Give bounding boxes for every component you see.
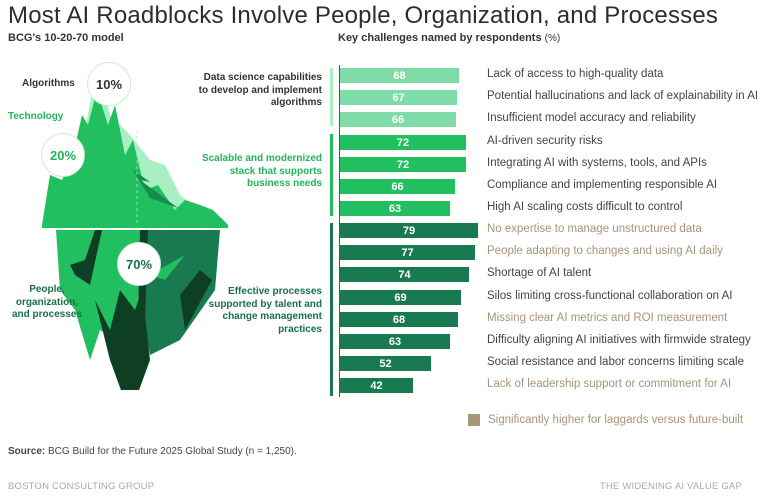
bar-3: 66 bbox=[340, 112, 456, 127]
source-text: BCG Build for the Future 2025 Global Stu… bbox=[48, 446, 297, 457]
algorithms-label: Algorithms bbox=[22, 78, 75, 89]
source-label: Source: bbox=[8, 446, 46, 457]
iceberg-illustration bbox=[42, 65, 228, 390]
group-label-processes: Effective processes supported by talent … bbox=[208, 286, 322, 335]
bar-label-8: No expertise to manage unstructured data bbox=[487, 223, 702, 235]
bar-13: 63 bbox=[340, 334, 450, 349]
people-label: People, organization, and processes bbox=[11, 284, 83, 320]
group-bar-processes bbox=[330, 223, 333, 396]
model-subtitle: BCG's 10-20-70 model bbox=[8, 32, 124, 44]
bar-label-12: Missing clear AI metrics and ROI measure… bbox=[487, 312, 728, 324]
bar-label-4: AI-driven security risks bbox=[487, 135, 603, 147]
bar-label-15: Lack of leadership support or commitment… bbox=[487, 378, 732, 390]
bar-7: 63 bbox=[340, 201, 450, 216]
bar-label-5: Integrating AI with systems, tools, and … bbox=[487, 157, 707, 169]
legend: Significantly higher for laggards versus… bbox=[468, 414, 743, 426]
bar-label-13: Difficulty aligning AI initiatives with … bbox=[487, 334, 751, 346]
people-percent: 70% bbox=[117, 242, 161, 286]
bar-label-11: Silos limiting cross-functional collabor… bbox=[487, 290, 733, 302]
chart-subtitle-unit: (%) bbox=[544, 33, 561, 44]
group-bar-algorithms bbox=[330, 68, 333, 126]
bar-1: 68 bbox=[340, 68, 459, 83]
bar-label-2: Potential hallucinations and lack of exp… bbox=[487, 90, 759, 102]
chart-axis bbox=[339, 65, 340, 397]
technology-label: Technology bbox=[8, 111, 64, 122]
chart-subtitle-text: Key challenges named by respondents bbox=[338, 32, 542, 44]
bar-5: 72 bbox=[340, 157, 466, 172]
bar-label-3: Insufficient model accuracy and reliabil… bbox=[487, 112, 696, 124]
bar-8: 79 bbox=[340, 223, 478, 238]
legend-swatch bbox=[468, 414, 480, 426]
legend-label: Significantly higher for laggards versus… bbox=[488, 414, 744, 426]
bar-label-14: Social resistance and labor concerns lim… bbox=[487, 356, 744, 368]
bar-11: 69 bbox=[340, 290, 461, 305]
group-label-technology: Scalable and modernized stack that suppo… bbox=[201, 153, 322, 189]
group-label-algorithms: Data science capabilities to develop and… bbox=[198, 72, 322, 108]
chart-subtitle: Key challenges named by respondents (%) bbox=[338, 32, 560, 44]
bar-label-7: High AI scaling costs difficult to contr… bbox=[487, 201, 683, 213]
algorithms-percent: 10% bbox=[87, 62, 131, 106]
bar-9: 77 bbox=[340, 245, 475, 260]
bar-15: 42 bbox=[340, 378, 413, 393]
bar-2: 67 bbox=[340, 90, 457, 105]
footer-left: BOSTON CONSULTING GROUP bbox=[8, 481, 155, 492]
bar-6: 66 bbox=[340, 179, 455, 194]
bar-14: 52 bbox=[340, 356, 431, 371]
bar-label-6: Compliance and implementing responsible … bbox=[487, 179, 718, 191]
source-note: Source: BCG Build for the Future 2025 Gl… bbox=[8, 446, 297, 457]
bar-label-10: Shortage of AI talent bbox=[487, 267, 592, 279]
chart-title: Most AI Roadblocks Involve People, Organ… bbox=[8, 2, 719, 29]
bar-label-1: Lack of access to high-quality data bbox=[487, 68, 664, 80]
footer-right: THE WIDENING AI VALUE GAP bbox=[599, 481, 742, 492]
technology-percent: 20% bbox=[41, 133, 85, 177]
bar-12: 68 bbox=[340, 312, 458, 327]
bar-4: 72 bbox=[340, 135, 466, 150]
bar-label-9: People adapting to changes and using AI … bbox=[487, 245, 723, 257]
bar-10: 74 bbox=[340, 267, 469, 282]
group-bar-technology bbox=[330, 134, 333, 216]
